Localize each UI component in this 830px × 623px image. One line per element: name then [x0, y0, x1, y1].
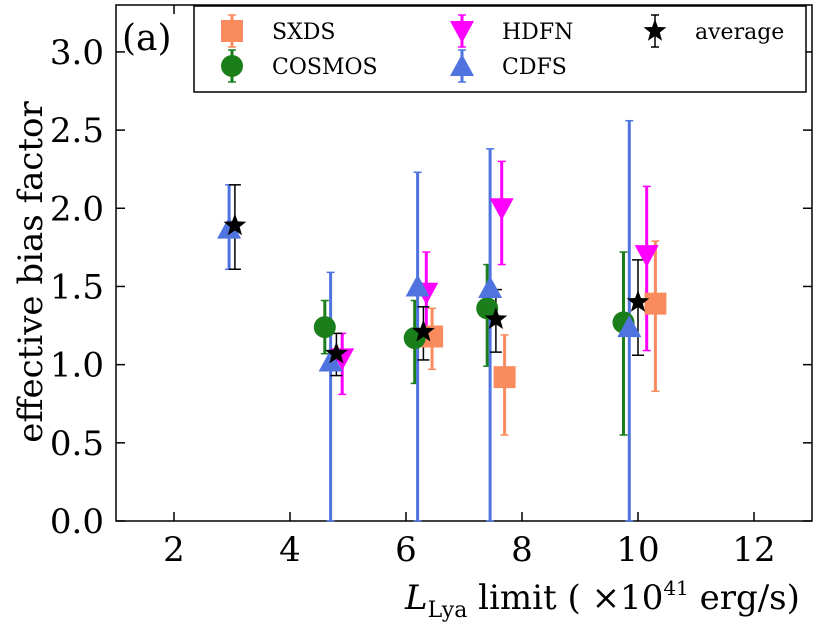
legend-sxds-marker: [221, 20, 243, 42]
x-axis-title: LLya limit ( ×1041 erg/s): [404, 576, 800, 623]
legend-label-hdfn: HDFN: [502, 20, 573, 45]
legend: SXDS COSMOS HDFN CDFS average: [193, 5, 807, 93]
y-tick-labels: 0.0 0.5 1.0 1.5 2.0 2.5 3.0: [50, 33, 104, 542]
legend-label-sxds: SXDS: [272, 20, 335, 45]
x-tick-label: 12: [732, 530, 775, 570]
legend-label-average: average: [695, 20, 784, 45]
panel-label: (a): [122, 18, 172, 59]
legend-cosmos-marker: [221, 55, 243, 77]
x-tick-label: 6: [395, 530, 417, 570]
y-tick-label: 2.5: [50, 111, 104, 151]
error-bars: [225, 119, 660, 522]
cdfs-marker: [405, 274, 430, 297]
x-tick-label: 10: [616, 530, 659, 570]
y-tick-label: 1.0: [50, 346, 104, 386]
x-tick-label: 8: [511, 530, 533, 570]
sxds-marker: [644, 292, 667, 315]
hdfn-marker: [634, 245, 659, 268]
legend-box: [193, 5, 807, 93]
legend-average-marker: [643, 19, 667, 41]
legend-label-cdfs: CDFS: [502, 55, 567, 80]
plot-frame: [115, 4, 813, 522]
average-marker: [484, 307, 508, 329]
sxds-marker: [493, 366, 516, 389]
legend-label-cosmos: COSMOS: [272, 55, 378, 80]
cdfs-marker: [478, 276, 503, 299]
average-marker: [412, 319, 435, 342]
y-tick-label: 1.5: [50, 267, 104, 307]
hdfn-marker: [489, 198, 514, 221]
x-tick-labels: 2 4 6 8 10 12: [163, 530, 775, 570]
y-tick-label: 0.5: [50, 424, 104, 464]
average-marker: [626, 290, 650, 312]
cosmos-marker: [313, 316, 336, 339]
legend-cdfs-marker: [450, 54, 474, 76]
y-tick-label: 0.0: [50, 502, 104, 542]
cosmos-marker: [476, 297, 499, 320]
y-tick-label: 2.0: [50, 189, 104, 229]
x-tick-label: 4: [279, 530, 301, 570]
average-marker: [325, 341, 348, 364]
y-tick-label: 3.0: [50, 33, 104, 73]
y-axis-title: effective bias factor: [11, 100, 51, 442]
legend-hdfn-marker: [450, 21, 474, 43]
average-marker: [223, 213, 247, 236]
markers: [217, 198, 667, 389]
x-tick-label: 2: [163, 530, 185, 570]
cdfs-marker: [217, 216, 242, 239]
cdfs-marker: [617, 315, 642, 338]
